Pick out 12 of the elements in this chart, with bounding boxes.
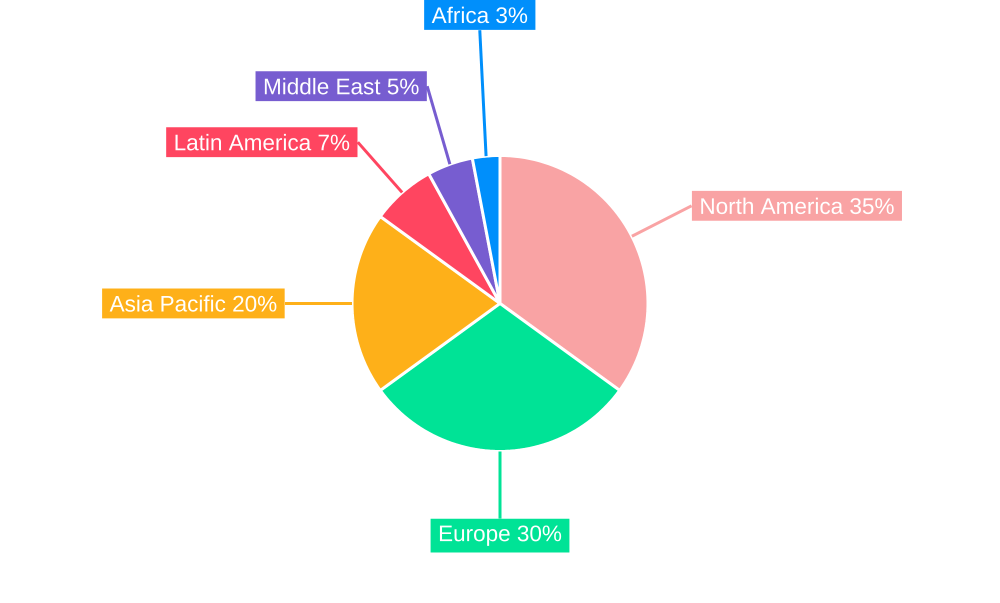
data-label: 30% xyxy=(518,525,562,542)
slice-label: Asia Pacific xyxy=(110,294,226,312)
data-label: 35% xyxy=(850,198,894,214)
slice-label: Europe xyxy=(440,525,510,546)
data-label: 7% xyxy=(318,134,350,150)
slice-label: Africa xyxy=(432,6,490,23)
data-label: 3% xyxy=(496,7,528,23)
slice-label: Latin America xyxy=(176,134,312,150)
slice-label: Middle East xyxy=(264,78,380,94)
data-label: 5% xyxy=(388,78,419,94)
data-label: 20% xyxy=(233,296,276,312)
slice-label: North America xyxy=(701,197,844,214)
